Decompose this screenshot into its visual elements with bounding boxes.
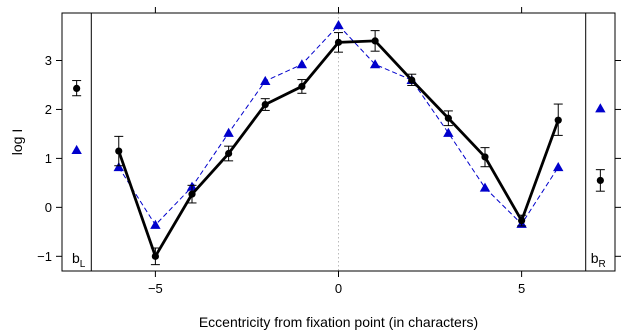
axis-ticks: −5 0 5 −1 0 1 2 3 — [37, 7, 621, 296]
y-tick-label: −1 — [37, 249, 52, 264]
series-black-point — [371, 37, 379, 45]
right-panel-label-subscript: R — [598, 259, 605, 270]
series-black-point — [554, 116, 562, 124]
series-black-point — [334, 38, 343, 46]
series-blue-point — [369, 59, 381, 69]
series-black-point — [444, 114, 452, 122]
right-panel-label: bR — [591, 250, 606, 270]
right-panel-markers — [595, 103, 606, 192]
left-panel-markers — [71, 80, 82, 154]
series-black-point — [188, 190, 196, 198]
y-axis-label: log I — [9, 129, 25, 155]
series-black-point — [408, 76, 416, 84]
x-axis-label: Eccentricity from fixation point (in cha… — [199, 314, 478, 330]
series-black-circles — [114, 30, 563, 266]
series-blue-point — [333, 20, 344, 30]
x-tick-label: −5 — [148, 281, 163, 296]
series-blue-point — [443, 127, 454, 137]
left-panel-triangle — [71, 144, 82, 154]
right-panel-triangle — [595, 103, 606, 113]
series-black-point — [298, 82, 306, 91]
right-panel-circle — [596, 176, 604, 185]
x-tick-label: 0 — [335, 281, 342, 296]
series-black-point — [115, 147, 123, 155]
series-black-point — [518, 216, 526, 225]
y-tick-label: 1 — [45, 151, 52, 166]
series-black-point — [261, 100, 269, 109]
left-panel-label-main: b — [72, 250, 80, 266]
series-black-point — [481, 153, 489, 161]
left-panel-label: bL — [72, 250, 86, 270]
series-blue-point — [479, 182, 491, 192]
right-panel-label-main: b — [591, 250, 599, 266]
y-tick-label: 0 — [45, 200, 52, 215]
series-blue-point — [296, 59, 308, 69]
y-tick-label: 3 — [45, 53, 52, 68]
series-black-point — [151, 252, 159, 260]
x-tick-label: 5 — [518, 281, 525, 296]
y-tick-label: 2 — [45, 102, 52, 117]
series-blue-point — [113, 162, 124, 172]
series-blue-point — [553, 162, 564, 172]
left-panel-circle — [73, 84, 81, 92]
series-black-point — [225, 149, 233, 158]
series-blue-point — [260, 75, 271, 85]
series-blue-point — [150, 219, 161, 229]
left-panel-label-subscript: L — [80, 259, 86, 270]
series-layer — [71, 20, 606, 266]
series-blue-point — [223, 127, 234, 137]
